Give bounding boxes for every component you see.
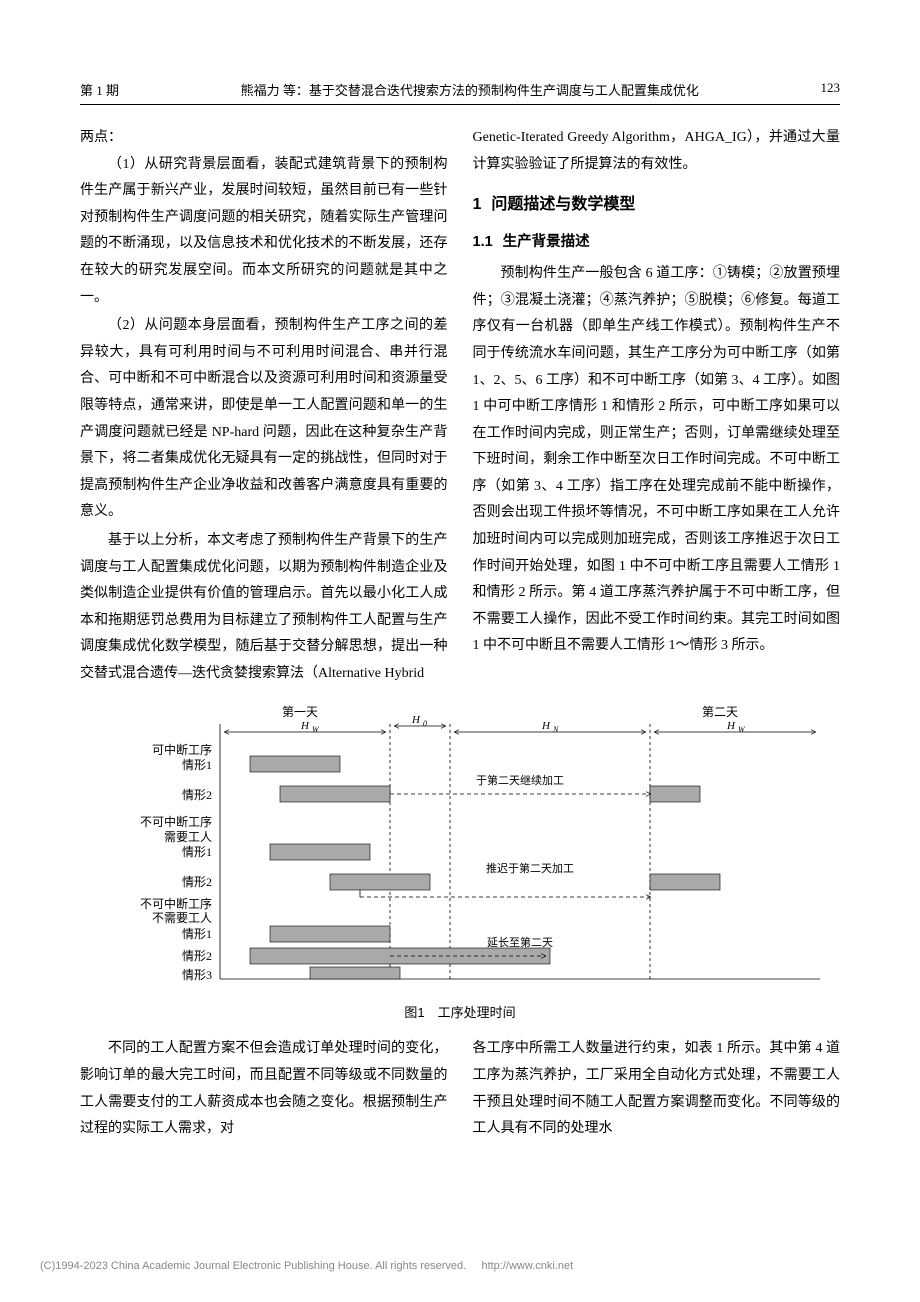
svg-text:情形2: 情形2 xyxy=(182,949,212,963)
copyright-text: (C)1994-2023 China Academic Journal Elec… xyxy=(40,1260,466,1272)
section-1-title: 1 问题描述与数学模型 xyxy=(473,190,841,220)
right-column: Genetic-Iterated Greedy Algorithm，AHGA_I… xyxy=(473,125,841,689)
svg-text:情形2: 情形2 xyxy=(182,875,212,889)
paragraph-3: 基于以上分析，本文考虑了预制构件生产背景下的生产调度与工人配置集成优化问题，以期… xyxy=(80,528,448,688)
svg-text:不需要工人: 不需要工人 xyxy=(152,911,212,925)
HN-label: H xyxy=(541,720,551,732)
svg-text:情形1: 情形1 xyxy=(182,758,212,772)
day2-label: 第二天 xyxy=(702,705,738,719)
page-footer: (C)1994-2023 China Academic Journal Elec… xyxy=(40,1260,573,1272)
continuation-text: Genetic-Iterated Greedy Algorithm，AHGA_I… xyxy=(473,125,841,178)
section-text: 问题描述与数学模型 xyxy=(491,196,635,213)
svg-text:N: N xyxy=(552,725,559,734)
svg-text:情形1: 情形1 xyxy=(182,845,212,859)
svg-text:可中断工序: 可中断工序 xyxy=(152,742,212,757)
bottom-left-para: 不同的工人配置方案不但会造成订单处理时间的变化，影响订单的最大完工时间，而且配置… xyxy=(80,1036,448,1142)
figure-1-chart: 第一天 第二天 H W H 0 H N H W 可中断工序 情形1 情形2 不可… xyxy=(80,704,840,994)
svg-text:于第二天继续加工: 于第二天继续加工 xyxy=(476,773,564,787)
page-number: 123 xyxy=(821,80,841,99)
subsection-1-1-title: 1.1 生产背景描述 xyxy=(473,229,841,257)
running-title: 熊福力 等：基于交替混合迭代搜索方法的预制构件生产调度与工人配置集成优化 xyxy=(119,80,820,99)
figure-1: 第一天 第二天 H W H 0 H N H W 可中断工序 情形1 情形2 不可… xyxy=(80,704,840,1021)
svg-text:W: W xyxy=(312,725,320,734)
svg-text:0: 0 xyxy=(423,719,427,728)
bottom-left-column: 不同的工人配置方案不但会造成订单处理时间的变化，影响订单的最大完工时间，而且配置… xyxy=(80,1036,448,1144)
subsection-text: 生产背景描述 xyxy=(503,234,590,250)
figure-1-caption: 图1 工序处理时间 xyxy=(80,1002,840,1021)
HW-label-1: H xyxy=(300,720,310,732)
day1-label: 第一天 xyxy=(282,705,318,719)
footer-url: http://www.cnki.net xyxy=(481,1260,573,1272)
issue-number: 第 1 期 xyxy=(80,80,119,99)
svg-text:延长至第二天: 延长至第二天 xyxy=(487,935,553,949)
paragraph-2: （2）从问题本身层面看，预制构件生产工序之间的差异较大，具有可利用时间与不可利用… xyxy=(80,313,448,526)
section-number: 1 xyxy=(473,196,482,213)
paragraph-1: （1）从研究背景层面看，装配式建筑背景下的预制构件生产属于新兴产业，发展时间较短… xyxy=(80,152,448,312)
bottom-content: 不同的工人配置方案不但会造成订单处理时间的变化，影响订单的最大完工时间，而且配置… xyxy=(80,1036,840,1144)
main-content: 两点： （1）从研究背景层面看，装配式建筑背景下的预制构件生产属于新兴产业，发展… xyxy=(80,125,840,689)
svg-text:推迟于第二天加工: 推迟于第二天加工 xyxy=(486,861,574,875)
intro-text: 两点： xyxy=(80,125,448,152)
H0-label: H xyxy=(411,714,421,726)
svg-text:不可中断工序: 不可中断工序 xyxy=(140,896,212,911)
svg-text:情形2: 情形2 xyxy=(182,788,212,802)
svg-text:情形3: 情形3 xyxy=(182,968,212,982)
HW-label-2: H xyxy=(726,720,736,732)
svg-text:不可中断工序: 不可中断工序 xyxy=(140,814,212,829)
page-header: 第 1 期 熊福力 等：基于交替混合迭代搜索方法的预制构件生产调度与工人配置集成… xyxy=(80,80,840,105)
svg-text:W: W xyxy=(738,725,746,734)
svg-text:情形1: 情形1 xyxy=(182,927,212,941)
bottom-right-para: 各工序中所需工人数量进行约束，如表 1 所示。其中第 4 道工序为蒸汽养护，工厂… xyxy=(473,1036,841,1142)
subsection-paragraph: 预制构件生产一般包含 6 道工序：①铸模；②放置预埋件；③混凝土浇灌；④蒸汽养护… xyxy=(473,261,841,660)
svg-text:需要工人: 需要工人 xyxy=(164,830,212,844)
subsection-number: 1.1 xyxy=(473,234,493,250)
bottom-right-column: 各工序中所需工人数量进行约束，如表 1 所示。其中第 4 道工序为蒸汽养护，工厂… xyxy=(473,1036,841,1144)
left-column: 两点： （1）从研究背景层面看，装配式建筑背景下的预制构件生产属于新兴产业，发展… xyxy=(80,125,448,689)
